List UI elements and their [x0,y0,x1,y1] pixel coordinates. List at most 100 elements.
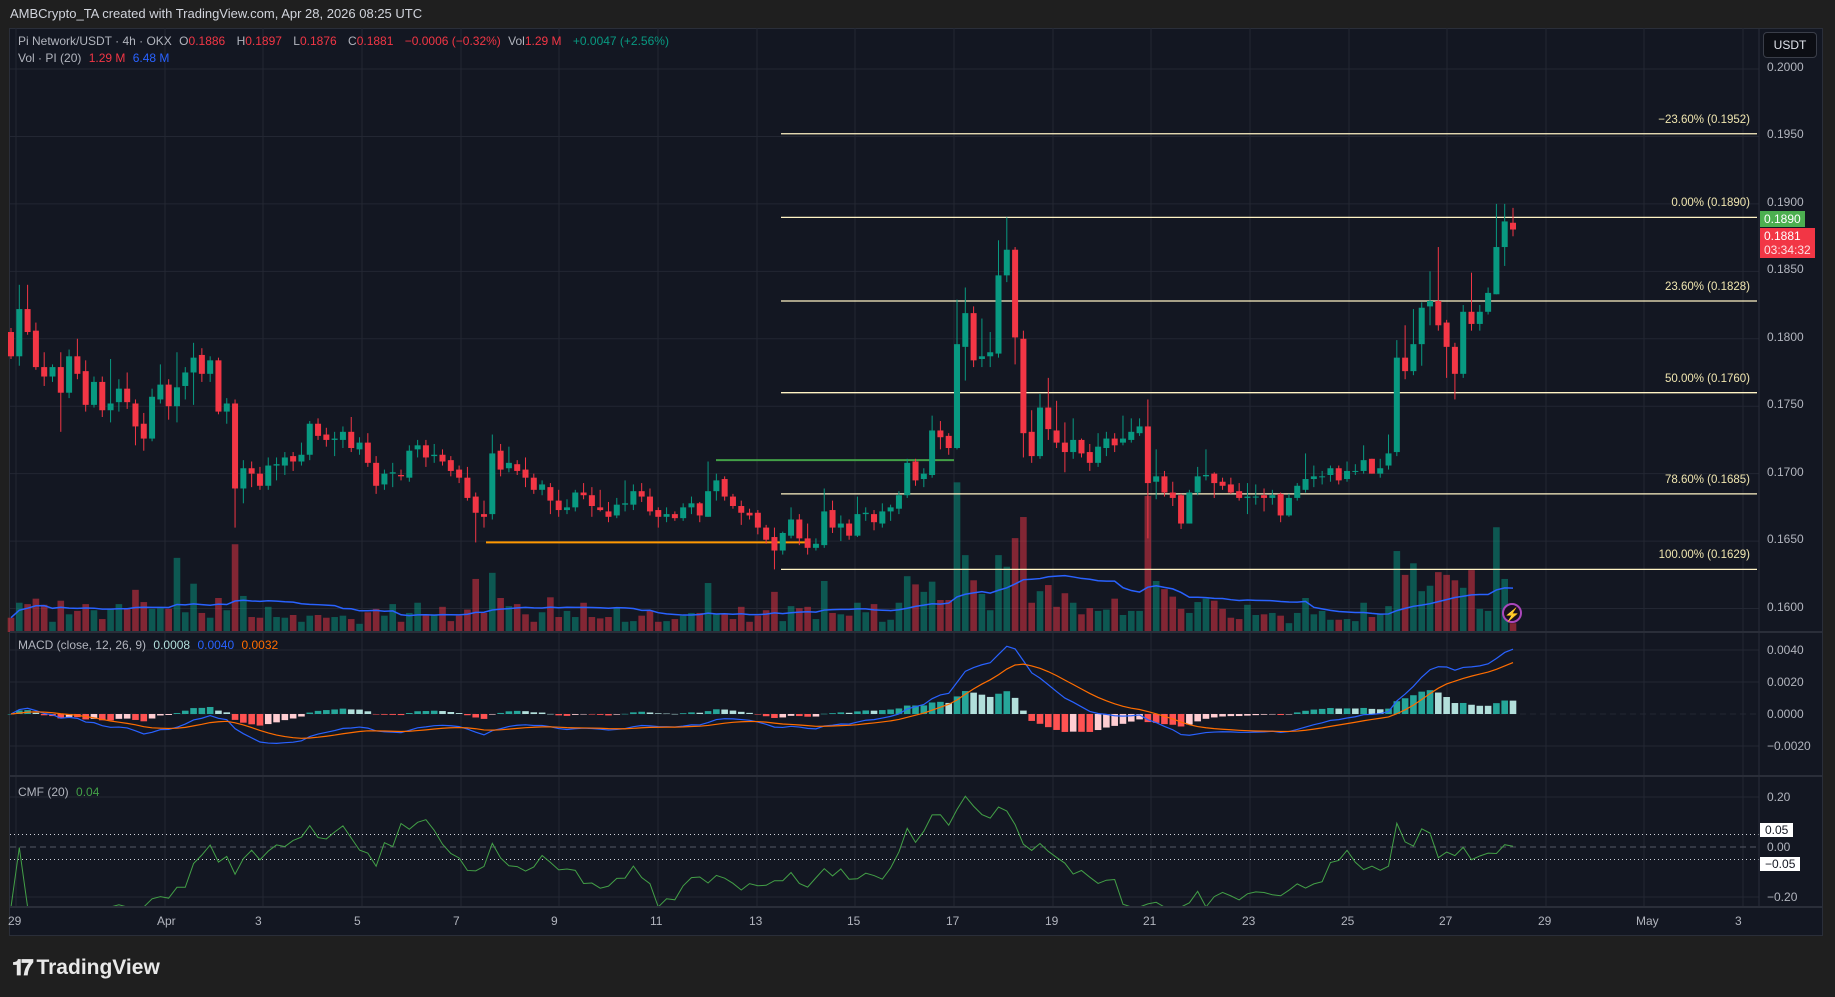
macd-histogram-bar [107,714,114,721]
volume-bar [1078,614,1085,632]
symbol-name[interactable]: Pi Network/USDT · 4h · OKX [18,34,172,48]
volume-bar [1327,619,1334,632]
macd-histogram-bar [771,714,778,718]
macd-histogram-bar [563,714,571,716]
candle-body [16,309,23,357]
tradingview-logo[interactable]: 𝟏𝟕 TradingView [12,955,160,981]
macd-histogram-bar [746,712,753,714]
candle-body [57,367,64,393]
time-axis-label: 9 [551,914,558,928]
macd-histogram-bar [206,706,214,714]
candle-body [215,360,222,412]
candle-body [688,503,695,508]
cmf-label[interactable]: CMF (20) [18,785,69,799]
candle-body [1119,438,1126,443]
currency-button[interactable]: USDT [1763,32,1817,58]
open-label: O [179,34,189,48]
candle [1128,418,1135,443]
drawn-lines [486,459,954,544]
macd-histogram-bar [1186,714,1193,725]
volume-bar [646,610,654,632]
macd-histogram-bar [223,712,231,714]
macd-histogram-bar [356,709,363,714]
close-label: C [348,34,357,48]
candle [1211,472,1218,498]
candle [671,511,678,521]
cmf-axis-label: 0.00 [1767,840,1791,854]
candle [223,398,230,424]
volume-bar [1103,609,1110,632]
volume-bar [986,610,994,632]
candle [1385,434,1392,470]
candle [1086,443,1093,471]
fib-level-label: 78.60% (0.1685) [1664,473,1750,486]
candle [954,299,961,450]
macd-histogram-bar [1011,697,1019,714]
volume-bar [472,578,480,632]
candle-body [1061,442,1068,453]
candle [1045,377,1052,440]
volume-bar [547,597,554,632]
candle-body [1368,458,1375,474]
candle [879,503,886,528]
candle-body [157,384,164,400]
high-price-tag: 0.1890 [1760,211,1805,227]
volume-bar [1069,602,1077,632]
volume-bar [804,606,811,632]
candle-body [597,507,604,511]
macd-histogram-bar [248,714,255,725]
candle [1028,410,1035,463]
candle-body [207,360,214,374]
candle [132,399,139,446]
candle [57,352,64,432]
candle-body [173,387,180,407]
candle-body [1086,452,1093,463]
candle [1061,422,1068,473]
volume-bar [314,614,322,632]
volume-bar [1169,596,1177,632]
time-axis-label: 25 [1341,914,1355,928]
volume-bar [1451,580,1459,632]
macd-histogram-bar [688,712,695,714]
macd-histogram-bar [571,714,579,715]
macd-histogram-bar [273,714,280,723]
macd-label[interactable]: MACD (close, 12, 26, 9) [18,638,147,652]
candle [1327,465,1334,482]
macd-histogram-bar [986,696,994,714]
macd-histogram-bar [439,711,446,714]
candle-body [290,456,297,462]
macd-histogram-bar [978,694,986,714]
candle [929,415,936,478]
candles [8,203,1516,570]
open-value: 0.1886 [188,34,226,48]
candle [829,500,836,533]
fib-level-label: 50.00% (0.1760) [1664,372,1750,385]
candle [854,496,861,538]
candle [1252,484,1259,505]
macd-histogram-bar [605,714,612,716]
volume-bar [1252,614,1260,632]
macd-histogram-bar [32,712,40,714]
change-value: −0.0006 (−0.32%) [404,34,501,48]
cmf-line [10,795,1514,908]
macd-histogram-bar [1061,714,1069,732]
candle [1111,433,1118,453]
volume-bar [82,604,89,632]
candle-body [605,511,612,517]
volume-bar [439,606,446,632]
candle-body [821,511,828,546]
candle [738,500,745,525]
macd-histogram-bar [455,713,463,714]
candle [1393,340,1400,457]
lightning-icon[interactable]: ⚡ [1502,603,1522,623]
volume-indicator-label[interactable]: Vol · PI (20) [18,51,82,65]
volume-value: 1.29 M [524,34,562,48]
volume-bar [1401,574,1409,632]
volume-bar [505,606,513,632]
volume-bar [1343,619,1351,632]
volume-bar [1302,597,1309,632]
bar-countdown: 03:34:32 [1764,243,1811,257]
macd-histogram-bar [331,709,338,714]
volume-bar [771,591,778,632]
